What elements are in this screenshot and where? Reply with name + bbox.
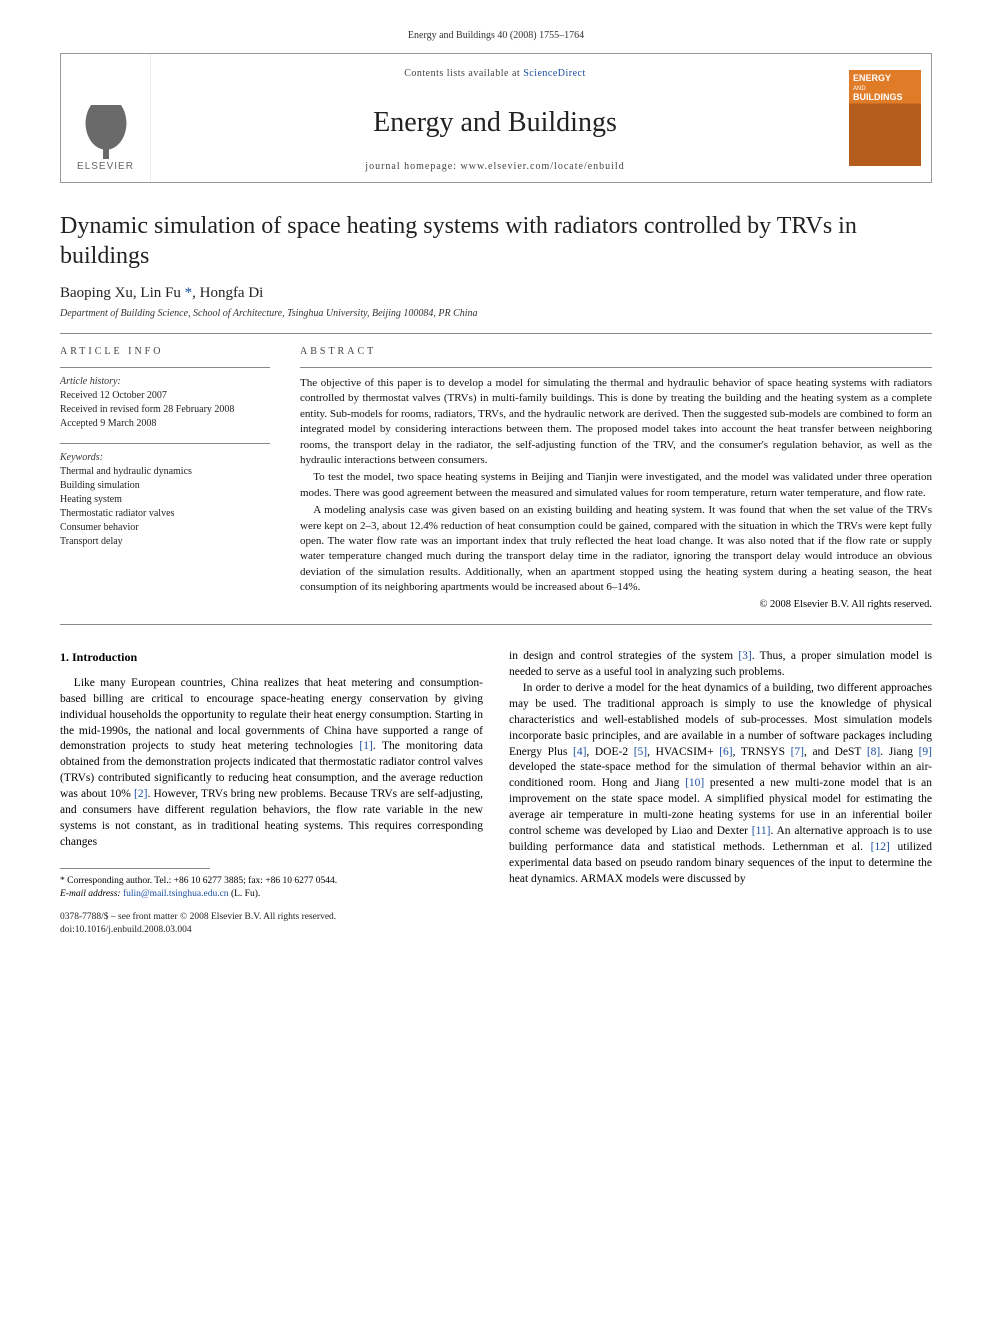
ref-1[interactable]: [1] bbox=[359, 740, 372, 752]
ref-12[interactable]: [12] bbox=[871, 841, 890, 853]
abstract-label: ABSTRACT bbox=[300, 346, 932, 357]
body-col2-p1: in design and control strategies of the … bbox=[509, 649, 932, 681]
col2-t1: in design and control strategies of the … bbox=[509, 650, 738, 662]
corresponding-marker: * bbox=[181, 285, 192, 301]
article-info-label: ARTICLE INFO bbox=[60, 346, 270, 357]
ref-7[interactable]: [7] bbox=[791, 746, 804, 758]
corr-tel-fax: * Corresponding author. Tel.: +86 10 627… bbox=[60, 875, 483, 888]
cover-image: ENERGY AND BUILDINGS bbox=[849, 70, 921, 166]
col2-t4: , DOE-2 bbox=[586, 746, 633, 758]
footnote-separator bbox=[60, 868, 210, 869]
ref-3[interactable]: [3] bbox=[738, 650, 751, 662]
email-suffix: (L. Fu). bbox=[229, 889, 261, 899]
mid-divider bbox=[60, 624, 932, 625]
elsevier-tree-icon bbox=[80, 105, 132, 157]
publisher-name: ELSEVIER bbox=[77, 161, 134, 172]
corresponding-footnote: * Corresponding author. Tel.: +86 10 627… bbox=[60, 875, 483, 901]
body-col-right: in design and control strategies of the … bbox=[509, 649, 932, 936]
article-info-column: ARTICLE INFO Article history: Received 1… bbox=[60, 346, 270, 610]
ref-6[interactable]: [6] bbox=[719, 746, 732, 758]
ref-10[interactable]: [10] bbox=[685, 777, 704, 789]
author-3: , Hongfa Di bbox=[192, 285, 263, 301]
running-header: Energy and Buildings 40 (2008) 1755–1764 bbox=[60, 30, 932, 41]
body-col1-p1: Like many European countries, China real… bbox=[60, 676, 483, 850]
page-footer: 0378-7788/$ – see front matter © 2008 El… bbox=[60, 911, 483, 937]
publisher-logo: ELSEVIER bbox=[61, 54, 151, 182]
cover-title-2: BUILDINGS bbox=[853, 92, 903, 102]
ref-9[interactable]: [9] bbox=[919, 746, 932, 758]
body-col2-p2: In order to derive a model for the heat … bbox=[509, 681, 932, 887]
author-1: Baoping Xu, bbox=[60, 285, 140, 301]
journal-header-box: ELSEVIER Contents lists available at Sci… bbox=[60, 53, 932, 183]
journal-cover-thumb: ENERGY AND BUILDINGS bbox=[839, 54, 931, 182]
article-title: Dynamic simulation of space heating syst… bbox=[60, 211, 932, 271]
ref-5[interactable]: [5] bbox=[634, 746, 647, 758]
abstract-text: The objective of this paper is to develo… bbox=[300, 376, 932, 595]
journal-homepage: journal homepage: www.elsevier.com/locat… bbox=[161, 161, 829, 172]
journal-name: Energy and Buildings bbox=[161, 107, 829, 139]
info-divider-2 bbox=[60, 443, 270, 444]
ref-4[interactable]: [4] bbox=[573, 746, 586, 758]
abstract-p3: A modeling analysis case was given based… bbox=[300, 503, 932, 595]
abstract-copyright: © 2008 Elsevier B.V. All rights reserved… bbox=[300, 599, 932, 610]
cover-title-1: ENERGY bbox=[853, 73, 891, 83]
col2-t8: . Jiang bbox=[880, 746, 918, 758]
col2-t7: , and DeST bbox=[804, 746, 867, 758]
keywords-list: Thermal and hydraulic dynamics Building … bbox=[60, 465, 270, 549]
info-abstract-row: ARTICLE INFO Article history: Received 1… bbox=[60, 346, 932, 610]
abstract-divider bbox=[300, 367, 932, 368]
body-columns: 1. Introduction Like many European count… bbox=[60, 649, 932, 936]
sciencedirect-link[interactable]: ScienceDirect bbox=[523, 68, 586, 79]
ref-2[interactable]: [2] bbox=[134, 788, 147, 800]
body-col-left: 1. Introduction Like many European count… bbox=[60, 649, 483, 936]
affiliation: Department of Building Science, School o… bbox=[60, 308, 932, 319]
email-label: E-mail address: bbox=[60, 889, 123, 899]
info-divider-1 bbox=[60, 367, 270, 368]
contents-prefix: Contents lists available at bbox=[404, 68, 523, 79]
abstract-p1: The objective of this paper is to develo… bbox=[300, 376, 932, 468]
history-label: Article history: bbox=[60, 376, 270, 387]
col2-t5: , HVACSIM+ bbox=[647, 746, 719, 758]
contents-available-line: Contents lists available at ScienceDirec… bbox=[161, 68, 829, 79]
issn-line: 0378-7788/$ – see front matter © 2008 El… bbox=[60, 911, 483, 924]
author-2: Lin Fu bbox=[140, 285, 180, 301]
journal-header-middle: Contents lists available at ScienceDirec… bbox=[151, 54, 839, 182]
col2-t6: , TRNSYS bbox=[733, 746, 791, 758]
ref-11[interactable]: [11] bbox=[752, 825, 771, 837]
abstract-column: ABSTRACT The objective of this paper is … bbox=[300, 346, 932, 610]
top-divider bbox=[60, 333, 932, 334]
keywords-label: Keywords: bbox=[60, 452, 270, 463]
corr-email-link[interactable]: fulin@mail.tsinghua.edu.cn bbox=[123, 889, 229, 899]
abstract-p2: To test the model, two space heating sys… bbox=[300, 470, 932, 501]
ref-8[interactable]: [8] bbox=[867, 746, 880, 758]
author-list: Baoping Xu, Lin Fu *, Hongfa Di bbox=[60, 285, 932, 302]
section-1-heading: 1. Introduction bbox=[60, 649, 483, 666]
article-history: Received 12 October 2007 Received in rev… bbox=[60, 389, 270, 431]
doi-line: doi:10.1016/j.enbuild.2008.03.004 bbox=[60, 924, 483, 937]
